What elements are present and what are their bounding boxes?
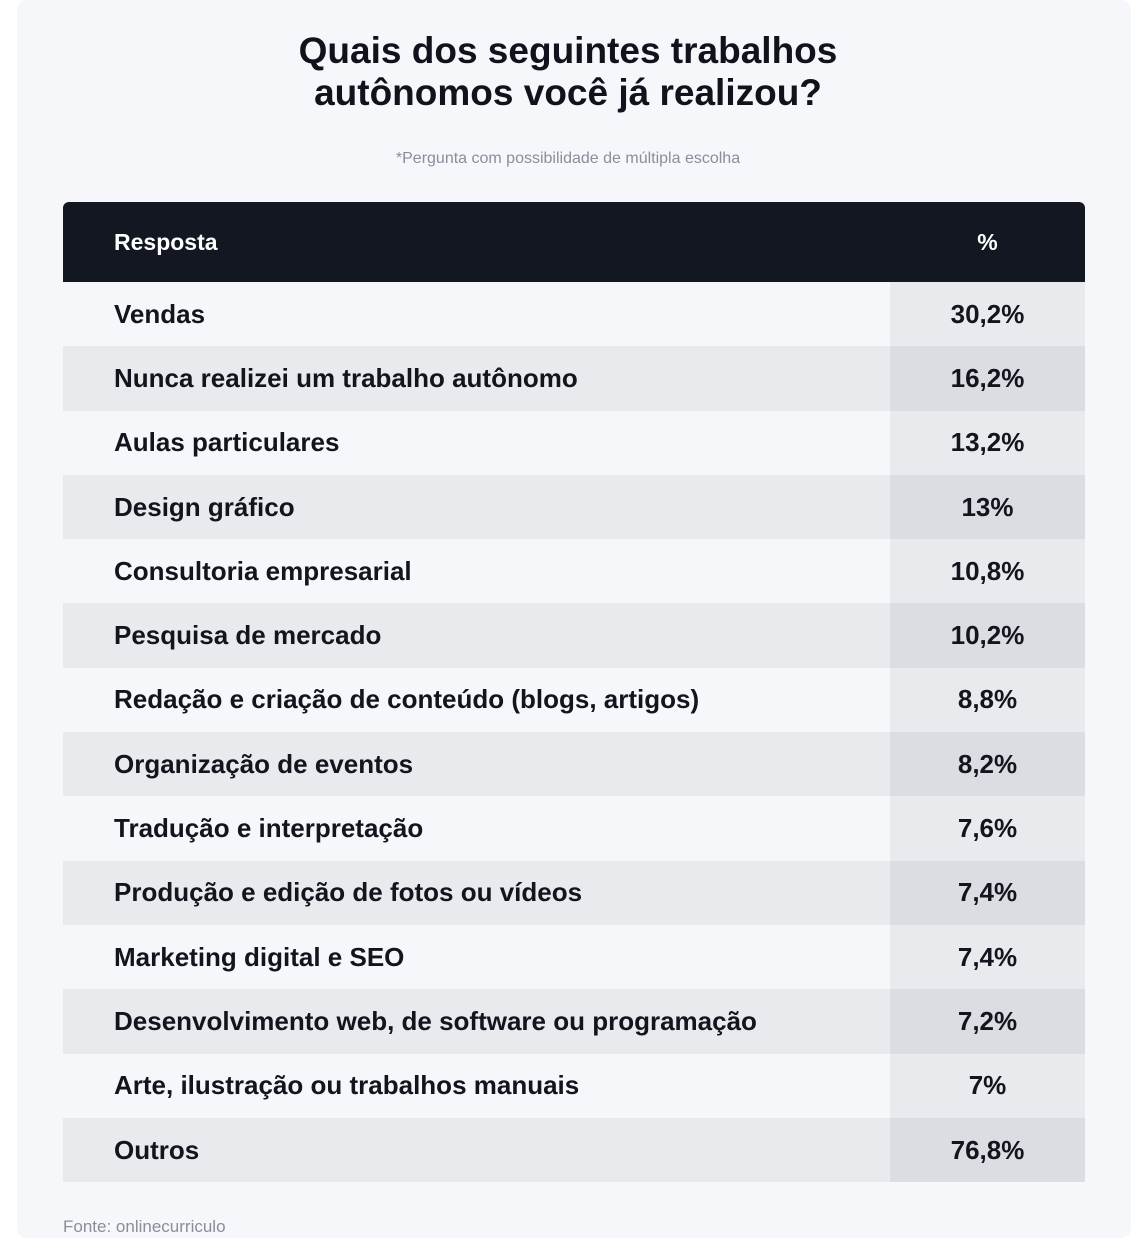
row-label: Desenvolvimento web, de software ou prog…: [114, 1005, 757, 1036]
table-row: Pesquisa de mercado 10,2%: [63, 603, 1085, 668]
row-value: 10,8%: [890, 539, 1085, 604]
row-label: Aulas particulares: [114, 427, 340, 458]
chart-title-line-1: Quais dos seguintes trabalhos: [298, 30, 838, 71]
row-value: 30,2%: [890, 282, 1085, 347]
row-value: 8,8%: [890, 667, 1085, 733]
table-row: Outros 76,8%: [63, 1117, 1085, 1183]
row-value: 7,4%: [890, 860, 1085, 925]
table-row: Desenvolvimento web, de software ou prog…: [63, 989, 1085, 1054]
table-row: Vendas 30,2%: [63, 282, 1085, 347]
row-value: 7,6%: [890, 796, 1085, 861]
table-row: Consultoria empresarial 10,8%: [63, 539, 1085, 604]
row-value: 13,2%: [890, 410, 1085, 475]
row-value: 76,8%: [890, 1117, 1085, 1183]
source-note: Fonte: onlinecurriculo: [63, 1217, 226, 1236]
row-label: Produção e edição de fotos ou vídeos: [114, 877, 583, 908]
table-row: Produção e edição de fotos ou vídeos 7,4%: [63, 860, 1085, 925]
row-label: Tradução e interpretação: [114, 813, 424, 844]
column-header-resposta: Resposta: [114, 228, 218, 255]
row-label: Redação e criação de conteúdo (blogs, ar…: [114, 684, 700, 715]
row-label: Marketing digital e SEO: [114, 941, 405, 972]
table-row: Marketing digital e SEO 7,4%: [63, 924, 1085, 990]
results-table: Resposta % Vendas 30,2% Nunca realizei um …: [63, 202, 1085, 1183]
chart-subtitle: *Pergunta com possibilidade de múltipla …: [395, 150, 741, 167]
table-row: Redação e criação de conteúdo (blogs, ar…: [63, 667, 1085, 733]
row-value: 7%: [890, 1053, 1085, 1118]
chart-title-line-2: autônomos você já realizou?: [314, 72, 822, 113]
table-header: Resposta %: [63, 202, 1085, 282]
table-row: Tradução e interpretação 7,6%: [63, 796, 1085, 861]
row-value: 8,2%: [890, 732, 1085, 797]
row-label: Pesquisa de mercado: [114, 620, 382, 651]
table-row: Aulas particulares 13,2%: [63, 410, 1085, 475]
row-value: 7,2%: [890, 989, 1085, 1054]
table-row: Organização de eventos 8,2%: [63, 732, 1085, 797]
table-row: Nunca realizei um trabalho autônomo 16,2%: [63, 346, 1085, 411]
row-label: Design gráfico: [114, 491, 295, 522]
chart-title: Quais dos seguintes trabalhos autônomos …: [0, 30, 1136, 114]
row-label: Consultoria empresarial: [114, 555, 412, 586]
row-label: Organização de eventos: [114, 748, 414, 779]
row-value: 7,4%: [890, 924, 1085, 990]
table-body: Vendas 30,2% Nunca realizei um trabalho au…: [63, 282, 1085, 1183]
row-label: Vendas: [114, 298, 206, 329]
column-header-percent: %: [977, 228, 998, 255]
table-row: Arte, ilustração ou trabalhos manuais 7%: [63, 1053, 1085, 1118]
row-value: 13%: [890, 474, 1085, 540]
row-label: Nunca realizei um trabalho autônomo: [114, 362, 578, 393]
row-label: Outros: [114, 1134, 200, 1165]
table-row: Design gráfico 13%: [63, 474, 1085, 540]
row-value: 10,2%: [890, 603, 1085, 668]
row-label: Arte, ilustração ou trabalhos manuais: [114, 1070, 580, 1101]
row-value: 16,2%: [890, 346, 1085, 411]
